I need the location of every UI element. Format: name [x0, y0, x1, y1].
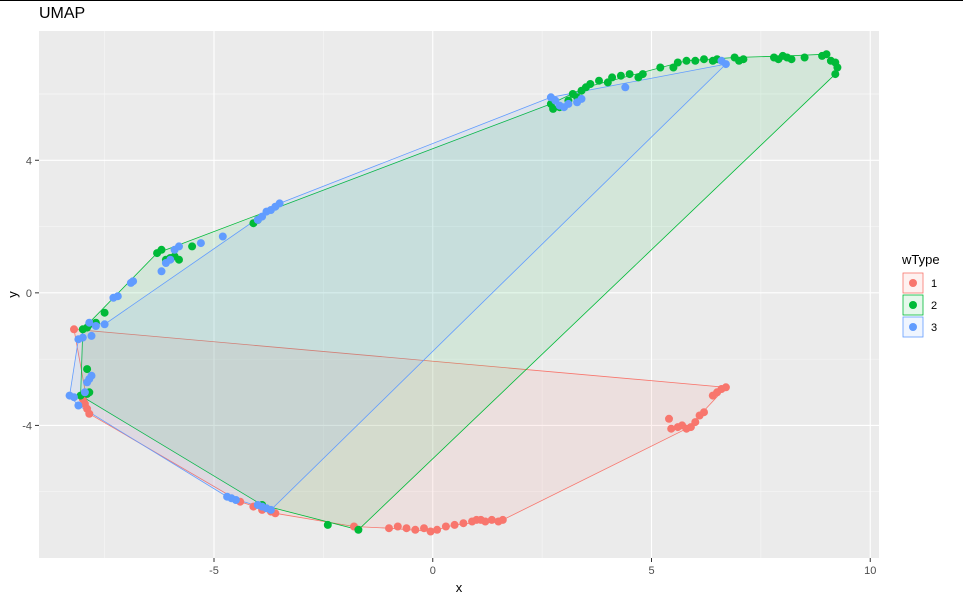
point-series-2	[700, 55, 708, 64]
point-series-1	[459, 519, 468, 528]
point-series-1	[385, 524, 393, 533]
y-tick-label: 0	[26, 288, 32, 300]
point-series-2	[833, 63, 842, 72]
legend-label-1: 1	[931, 278, 937, 290]
point-series-1	[411, 525, 420, 534]
point-series-3	[74, 401, 83, 410]
point-series-3	[87, 371, 96, 380]
point-series-3	[266, 505, 275, 514]
legend-key-point-3	[909, 323, 917, 331]
point-series-2	[83, 365, 92, 374]
point-series-3	[100, 320, 109, 329]
point-series-2	[616, 71, 625, 80]
point-series-2	[625, 70, 634, 79]
point-series-1	[85, 409, 94, 418]
point-series-1	[487, 515, 496, 524]
point-series-2	[175, 255, 183, 264]
point-series-3	[231, 496, 240, 504]
point-series-1	[450, 520, 459, 529]
point-series-1	[70, 325, 78, 334]
point-series-2	[157, 245, 166, 254]
point-series-1	[420, 524, 428, 533]
legend-key-point-2	[909, 301, 917, 309]
point-series-1	[426, 527, 435, 536]
point-series-1	[691, 418, 700, 427]
point-series-1	[481, 517, 490, 526]
y-axis-ticks: -4 0 4	[22, 155, 39, 432]
legend-title: wType	[901, 252, 940, 267]
point-series-2	[595, 76, 603, 85]
point-series-2	[691, 56, 700, 65]
point-series-3	[129, 277, 138, 286]
x-tick-label: -5	[209, 565, 219, 577]
point-series-2	[673, 58, 682, 67]
chart-title: UMAP	[39, 5, 86, 22]
top-border	[0, 0, 963, 1]
point-series-2	[638, 70, 647, 79]
point-series-2	[188, 242, 197, 251]
point-series-3	[157, 267, 166, 276]
x-axis-title: x	[456, 580, 463, 595]
point-series-1	[700, 408, 708, 417]
legend-key-point-1	[909, 279, 917, 287]
point-series-2	[800, 53, 809, 62]
point-series-3	[80, 388, 89, 397]
grid-minor	[39, 31, 879, 558]
point-series-3	[175, 242, 183, 251]
point-series-2	[549, 104, 558, 113]
point-series-2	[831, 70, 840, 79]
y-axis-title: y	[5, 291, 20, 298]
x-tick-label: 0	[430, 565, 436, 577]
point-series-3	[91, 322, 100, 330]
point-series-3	[721, 60, 730, 69]
point-series-2	[586, 80, 595, 88]
point-series-2	[354, 525, 363, 534]
legend: wType 1 2 3	[901, 252, 940, 338]
point-series-1	[402, 524, 411, 533]
point-series-3	[196, 239, 205, 248]
point-series-1	[498, 515, 507, 524]
point-series-2	[682, 56, 691, 65]
grid-major	[39, 31, 879, 558]
point-series-1	[393, 522, 402, 531]
point-series-3	[577, 94, 586, 103]
point-series-2	[100, 308, 109, 317]
point-series-3	[85, 318, 94, 327]
point-series-3	[166, 255, 175, 264]
x-axis-ticks: -5 0 5 10	[209, 558, 876, 577]
legend-label-2: 2	[931, 300, 937, 312]
x-tick-label: 5	[648, 565, 654, 577]
point-series-2	[822, 50, 831, 59]
point-series-2	[656, 63, 665, 72]
point-series-1	[441, 522, 450, 531]
point-series-1	[433, 525, 442, 534]
point-series-3	[218, 232, 227, 241]
legend-label-3: 3	[931, 322, 937, 334]
point-series-3	[113, 292, 122, 301]
point-series-3	[275, 199, 284, 208]
point-series-2	[739, 55, 748, 64]
point-series-3	[621, 83, 630, 92]
point-series-1	[665, 414, 673, 423]
point-series-2	[787, 55, 796, 64]
point-series-1	[667, 424, 676, 433]
y-tick-label: -4	[22, 420, 32, 432]
point-series-3	[564, 99, 573, 108]
plot-panel	[39, 31, 879, 558]
point-series-2	[323, 520, 332, 529]
data-points	[65, 50, 842, 536]
point-series-3	[70, 393, 78, 402]
point-series-3	[87, 331, 96, 340]
y-tick-label: 4	[26, 155, 32, 167]
point-series-2	[608, 73, 617, 82]
point-series-3	[78, 333, 87, 342]
point-series-1	[721, 383, 730, 392]
x-tick-label: 10	[864, 565, 876, 577]
